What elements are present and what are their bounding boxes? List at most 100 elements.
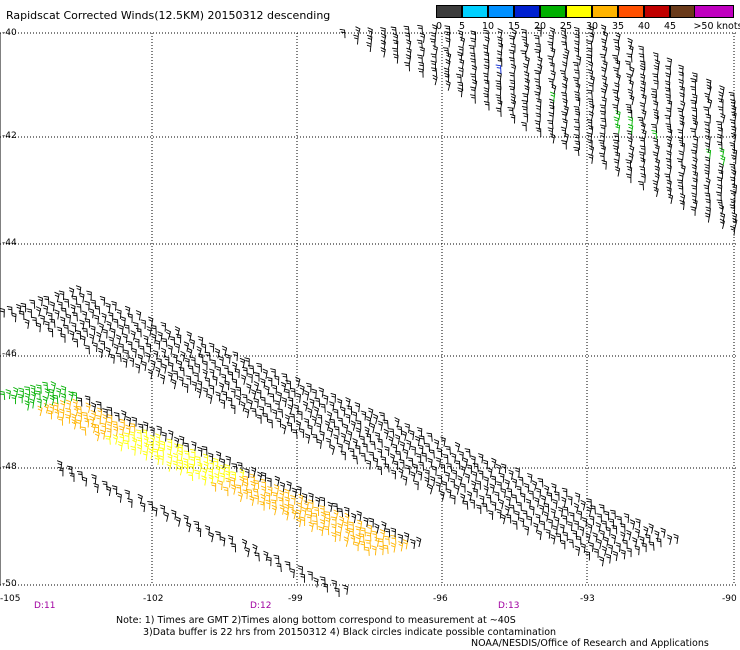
wind-barb [308,499,314,510]
wind-barb [319,430,325,441]
wind-barb [471,64,477,76]
wind-barb [587,98,594,108]
wind-barb [49,394,55,406]
wind-barb [540,494,547,506]
wind-barb [495,85,502,96]
wind-barb [249,495,255,506]
wind-barb [562,98,568,109]
wind-barb [531,480,538,491]
wind-barb [457,475,463,486]
wind-barb [536,529,542,541]
wind-barb [573,134,580,144]
wind-barb [505,514,512,524]
wind-barb [574,96,581,107]
wind-barb [369,422,376,434]
wind-barb [151,333,157,344]
wind-barb [60,392,67,404]
wind-barb [704,142,711,153]
wind-barb [561,140,567,150]
wind-barb [625,103,632,114]
wind-barb [706,84,712,95]
wind-barb [111,421,118,431]
wind-barb [178,376,184,387]
wind-barb [172,370,179,380]
wind-barb [193,372,199,382]
wind-barb [244,407,250,419]
wind-barb [627,37,633,49]
wind-barb [108,336,114,347]
wind-barb [692,198,698,210]
wind-barb [154,339,161,350]
wind-barb [664,114,671,125]
wind-barb [521,510,528,520]
wind-barb [265,403,272,413]
wind-barb [392,460,399,471]
wind-barb [588,25,594,36]
wind-barb [567,495,573,506]
wind-barb [275,417,282,428]
wind-barb [262,368,268,379]
wind-barb [706,98,713,109]
wind-barb [237,491,243,503]
credit-line: NOAA/NESDIS/Office of Research and Appli… [471,638,709,649]
wind-barb [691,107,698,117]
wind-barb [155,440,161,452]
wind-barb [731,169,737,180]
wind-barb [31,316,37,327]
wind-barb [295,376,301,388]
colorbar-label: 30 [585,21,599,32]
time-label: D:12 [250,601,272,611]
wind-barb [351,512,357,524]
wind-barb [508,469,514,480]
wind-barb [626,73,632,84]
wind-barb [84,344,90,355]
wind-barb [230,543,237,553]
wind-barb [308,521,314,533]
wind-barb [483,87,490,98]
wind-barb [309,398,315,409]
wind-barb [599,124,606,135]
wind-barb [99,340,106,350]
wind-barb [271,384,278,395]
wind-barb [666,99,673,110]
wind-barb [575,535,582,546]
wind-barb [416,39,423,49]
wind-barb [242,366,248,377]
lat-lon-grid [0,32,736,586]
wind-barb [244,546,250,558]
wind-barb [639,137,646,147]
wind-barb [340,432,347,443]
wind-barb [207,393,213,404]
wind-barb [340,406,346,417]
wind-barb [117,441,123,452]
wind-barb [76,411,83,422]
wind-barb [557,506,564,517]
wind-barb [431,465,437,476]
wind-barb [398,459,405,469]
wind-barb [654,144,660,155]
wind-barb [505,495,511,506]
wind-barb [284,496,290,507]
wind-barb [369,440,376,450]
wind-barb [242,475,249,485]
wind-barb [286,480,292,492]
wind-barb [510,93,516,104]
wind-barb [101,480,108,491]
wind-barb [307,570,313,581]
wind-barb [93,482,99,493]
wind-barb [584,550,591,561]
wind-barb [368,451,375,461]
wind-barb [376,465,382,476]
wind-barb [365,539,371,549]
wind-barb [664,87,671,97]
wind-barb [208,459,215,470]
wind-barb [460,465,466,476]
wind-barb [18,387,24,398]
wind-barb [405,464,411,475]
wind-barb [227,534,234,545]
wind-barb [130,445,136,456]
wind-barb [527,472,533,483]
wind-barb [612,89,618,99]
wind-barb [388,428,395,438]
wind-barb [572,61,579,72]
